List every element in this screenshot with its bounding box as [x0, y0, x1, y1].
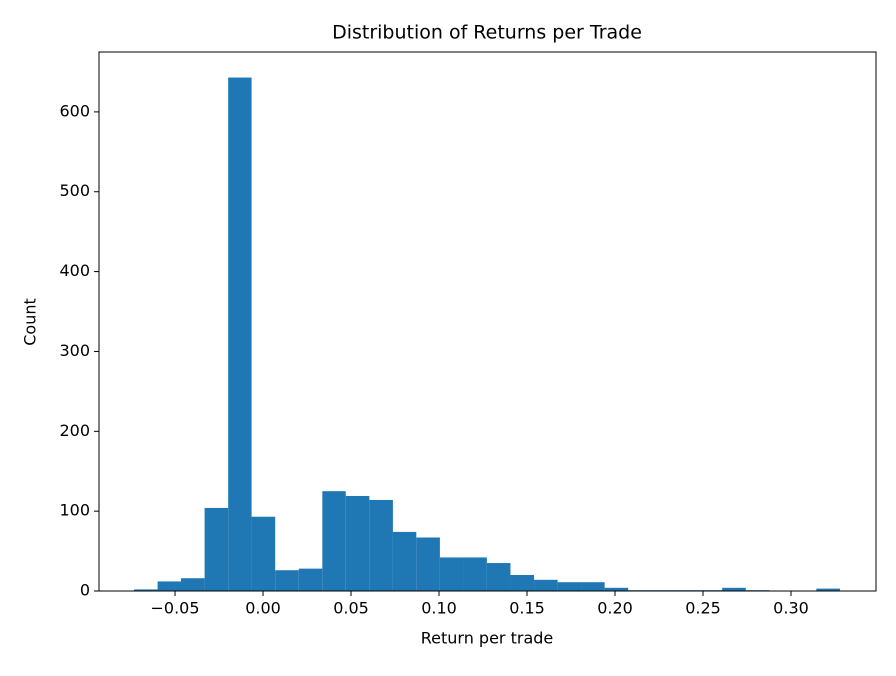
x-tick-label: 0.15 — [509, 599, 545, 618]
bar — [228, 77, 252, 591]
bar — [322, 491, 346, 591]
y-tick-label: 0 — [80, 581, 90, 600]
bar — [251, 516, 276, 591]
bar — [534, 579, 558, 591]
plot-frame — [98, 51, 877, 592]
y-tick-label: 200 — [59, 421, 90, 440]
y-tick-label: 300 — [59, 341, 90, 360]
x-axis-label: Return per trade — [421, 629, 554, 648]
bar — [463, 557, 487, 591]
bar — [722, 587, 746, 591]
bar — [181, 578, 205, 591]
bar — [157, 581, 182, 591]
y-tick-label: 600 — [59, 101, 90, 120]
x-tick-label: 0.10 — [421, 599, 457, 618]
bar — [345, 495, 370, 591]
bar — [510, 575, 535, 591]
chart-title: Distribution of Returns per Trade — [332, 22, 642, 44]
bar — [416, 537, 440, 591]
bar — [275, 570, 299, 591]
bar — [486, 563, 511, 591]
y-tick-label: 500 — [59, 181, 90, 200]
bar — [581, 582, 605, 591]
bar — [816, 588, 840, 591]
y-tick-label: 400 — [59, 261, 90, 280]
bar — [134, 589, 158, 591]
bar — [369, 499, 393, 591]
bar — [204, 507, 229, 591]
x-tick-label: 0.05 — [333, 599, 369, 618]
x-tick-label: −0.05 — [151, 599, 200, 618]
y-tick-label: 100 — [59, 501, 90, 520]
x-tick-label: 0.25 — [685, 599, 721, 618]
bar — [439, 557, 464, 591]
bar — [557, 582, 582, 591]
bar — [392, 531, 417, 591]
x-tick-label: 0.00 — [245, 599, 281, 618]
y-axis-label: Count — [21, 298, 40, 346]
bar — [604, 587, 629, 591]
x-tick-label: 0.20 — [597, 599, 633, 618]
bar — [298, 568, 323, 591]
x-tick-label: 0.30 — [773, 599, 809, 618]
